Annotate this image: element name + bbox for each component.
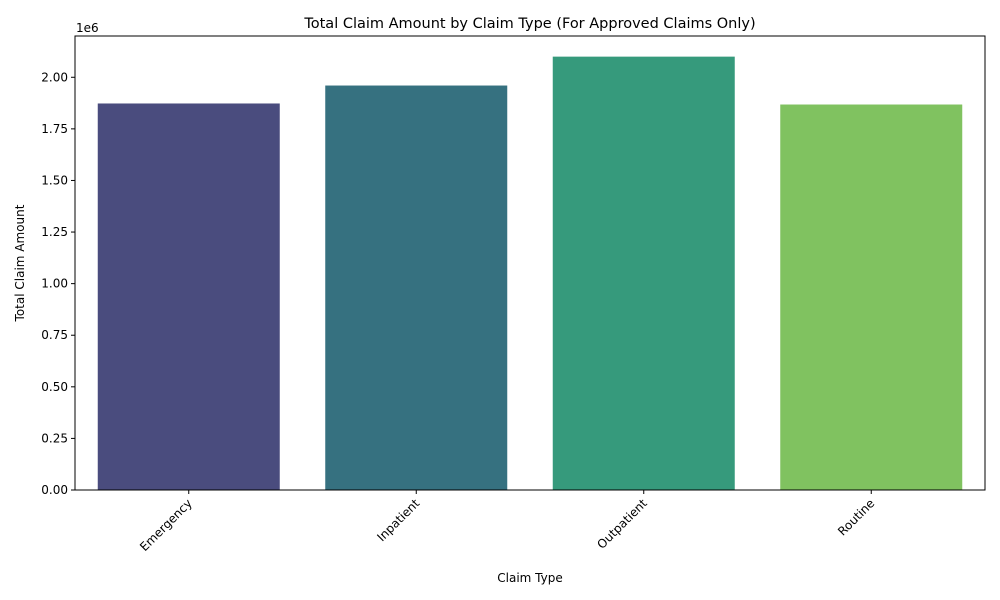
x-tick-label: Emergency: [137, 496, 195, 554]
y-tick-label: 1.50: [41, 173, 68, 187]
y-tick-label: 0.00: [41, 483, 68, 497]
x-tick-label: Outpatient: [594, 496, 650, 552]
y-tick-label: 1.25: [41, 225, 68, 239]
y-axis-label: Total Claim Amount: [13, 204, 27, 322]
y-axis-offset-label: 1e6: [76, 21, 99, 35]
x-axis-ticks: Emergency Inpatient Outpatient Routine: [137, 490, 877, 554]
bar-emergency: [97, 103, 280, 491]
y-tick-label: 2.00: [41, 70, 68, 84]
y-tick-label: 0.75: [41, 328, 68, 342]
y-axis-ticks: 0.00 0.25 0.50 0.75 1.00 1.25 1.50 1.75 2.00: [41, 70, 75, 497]
plot-frame: [74, 35, 986, 491]
x-axis-label: Claim Type: [497, 571, 562, 585]
x-tick-label: Routine: [835, 496, 877, 538]
x-tick-label: Inpatient: [374, 496, 422, 544]
chart-title: Total Claim Amount by Claim Type (For Ap…: [303, 16, 755, 32]
y-tick-label: 0.25: [41, 431, 68, 445]
bar-inpatient: [325, 85, 508, 490]
bar-outpatient: [552, 56, 735, 491]
y-tick-label: 0.50: [41, 380, 68, 394]
bars-group: [97, 56, 963, 491]
y-tick-label: 1.75: [41, 122, 68, 136]
y-tick-label: 1.00: [41, 277, 68, 291]
bar-routine: [780, 104, 963, 490]
